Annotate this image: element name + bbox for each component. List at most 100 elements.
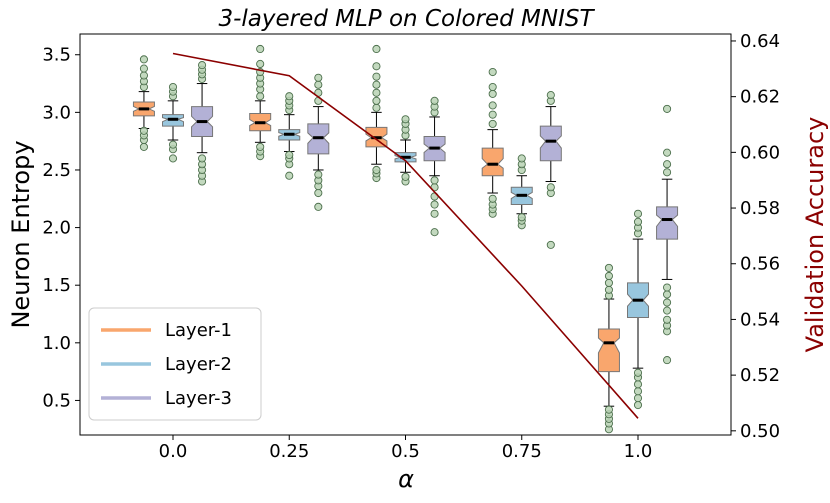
box-layer-1-alpha-1 bbox=[597, 263, 620, 434]
x-tick-label: 0.75 bbox=[502, 441, 542, 462]
outlier-point bbox=[488, 119, 497, 128]
outlier-point bbox=[139, 64, 148, 73]
y-axis-label-right: Validation Accuracy bbox=[801, 117, 829, 353]
outlier-point bbox=[663, 356, 672, 365]
x-tick-label: 0.25 bbox=[269, 441, 309, 462]
outlier-point bbox=[633, 209, 643, 218]
legend-label-layer-1: Layer-1 bbox=[165, 320, 232, 341]
x-tick-label: 0.5 bbox=[391, 441, 420, 462]
outlier-point bbox=[430, 209, 439, 218]
outlier-point bbox=[256, 44, 265, 54]
box-body bbox=[597, 328, 620, 373]
outlier-point bbox=[139, 71, 148, 80]
outlier-point bbox=[256, 142, 265, 151]
outlier-point bbox=[285, 150, 294, 160]
box-layer-2-alpha-0.25 bbox=[278, 92, 301, 180]
outlier-point bbox=[372, 80, 381, 89]
box-body bbox=[656, 206, 679, 240]
legend-frame bbox=[88, 307, 262, 421]
outlier-point bbox=[372, 96, 381, 105]
outlier-point bbox=[633, 400, 643, 410]
y-tick-label-right: 0.52 bbox=[740, 365, 780, 386]
outlier-point bbox=[401, 115, 410, 124]
y-tick-label-left: 3.0 bbox=[42, 102, 71, 123]
outlier-point bbox=[488, 67, 497, 77]
chart-title: 3-layered MLP on Colored MNIST bbox=[218, 6, 595, 32]
outlier-point bbox=[285, 171, 294, 180]
outlier-point bbox=[372, 165, 381, 175]
outlier-point bbox=[314, 188, 323, 198]
box-layer-1-alpha-0.75 bbox=[481, 67, 504, 218]
outlier-point bbox=[604, 405, 613, 414]
outlier-point bbox=[430, 200, 439, 209]
outlier-point bbox=[139, 55, 148, 64]
box-layer-3-alpha-0.25 bbox=[307, 73, 330, 211]
outlier-point bbox=[663, 315, 672, 324]
outlier-point bbox=[633, 368, 643, 377]
box-layer-2-alpha-0 bbox=[162, 82, 184, 163]
outlier-point bbox=[198, 154, 207, 163]
outlier-point bbox=[430, 176, 439, 185]
box-layer-1-alpha-0.25 bbox=[249, 44, 272, 161]
accuracy-line bbox=[172, 52, 639, 419]
box-layer-2-alpha-1 bbox=[627, 209, 649, 410]
legend-label-layer-3: Layer-3 bbox=[165, 388, 232, 409]
outlier-point bbox=[633, 387, 643, 396]
outlier-point bbox=[488, 89, 497, 98]
outlier-point bbox=[663, 290, 672, 299]
legend[interactable]: Layer-1 Layer-2 Layer-3 bbox=[88, 307, 262, 421]
y-tick-label-left: 2.5 bbox=[42, 160, 71, 181]
y-tick-label-right: 0.64 bbox=[740, 31, 780, 52]
y-tick-label-left: 2.0 bbox=[42, 218, 71, 239]
outlier-point bbox=[372, 103, 381, 112]
outlier-point bbox=[604, 285, 613, 294]
box-body bbox=[539, 125, 562, 162]
outlier-point bbox=[314, 170, 323, 179]
y-tick-label-right: 0.58 bbox=[740, 198, 780, 219]
outlier-point bbox=[663, 306, 672, 315]
outlier-point bbox=[372, 44, 381, 54]
y-tick-label-right: 0.62 bbox=[740, 87, 780, 108]
outlier-point bbox=[663, 104, 672, 113]
y-axis-label-left: Neuron Entropy bbox=[7, 140, 35, 328]
box-body bbox=[481, 147, 504, 177]
outlier-point bbox=[168, 140, 178, 149]
outlier-point bbox=[168, 154, 178, 163]
outlier-point bbox=[430, 228, 439, 237]
box-layer-3-alpha-1 bbox=[656, 104, 679, 365]
box-layer-2-alpha-0.75 bbox=[510, 154, 533, 230]
outlier-point bbox=[488, 110, 497, 119]
box-layer-1-alpha-0 bbox=[132, 55, 155, 151]
outlier-point bbox=[314, 202, 323, 211]
box-layer-3-alpha-0.5 bbox=[423, 96, 446, 237]
y-tick-label-right: 0.54 bbox=[740, 309, 780, 330]
outlier-point bbox=[372, 62, 381, 71]
box-layer-3-alpha-0.75 bbox=[539, 91, 562, 249]
outlier-point bbox=[430, 96, 439, 105]
y-tick-label-right: 0.60 bbox=[740, 142, 780, 163]
y-tick-label-left: 0.5 bbox=[42, 390, 71, 411]
outlier-point bbox=[633, 380, 643, 389]
y-tick-label-left: 1.5 bbox=[42, 275, 71, 296]
outlier-point bbox=[604, 278, 613, 287]
outlier-point bbox=[663, 168, 672, 177]
outlier-point bbox=[633, 217, 643, 226]
y-tick-label-left: 3.5 bbox=[42, 45, 71, 66]
accuracy-line-group bbox=[172, 52, 639, 419]
outlier-point bbox=[314, 80, 323, 89]
outlier-point bbox=[372, 72, 381, 81]
outlier-point bbox=[256, 92, 265, 101]
y-tick-label-right: 0.56 bbox=[740, 254, 780, 275]
box-layer-3-alpha-0 bbox=[191, 61, 214, 186]
outlier-point bbox=[372, 88, 381, 97]
outlier-point bbox=[488, 82, 497, 92]
outlier-point bbox=[517, 154, 526, 163]
box-layer-2-alpha-0.5 bbox=[394, 115, 417, 186]
outlier-point bbox=[546, 91, 555, 100]
outlier-point bbox=[168, 82, 178, 92]
outlier-point bbox=[488, 194, 497, 203]
y-tick-label-right: 0.50 bbox=[740, 421, 780, 442]
outlier-point bbox=[139, 142, 148, 151]
